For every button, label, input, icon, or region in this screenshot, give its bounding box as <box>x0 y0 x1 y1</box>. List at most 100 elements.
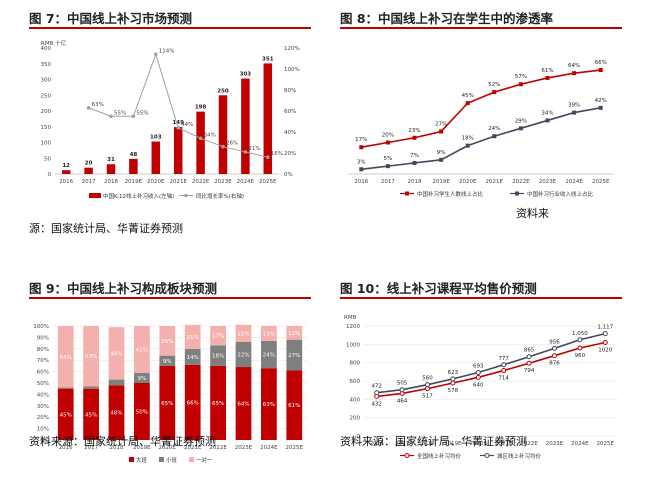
bar-value-label: 303 <box>240 72 252 78</box>
x-tick-label: 2016 <box>59 445 73 451</box>
series-marker <box>412 135 417 140</box>
growth-label: 114% <box>159 48 175 54</box>
bar <box>106 164 116 174</box>
stacked-bar-segment <box>159 365 176 440</box>
stacked-bar-segment <box>210 345 226 366</box>
growth-label: 26% <box>226 141 238 147</box>
series-marker <box>518 126 523 131</box>
series-value-label: 1,050 <box>572 331 588 337</box>
y2-tick-label: 120% <box>284 46 300 52</box>
growth-point <box>176 126 180 130</box>
series-marker <box>425 386 430 392</box>
bar <box>173 127 183 174</box>
y-tick-label: 600 <box>350 379 361 385</box>
series-value-label: 876 <box>549 361 560 367</box>
segment-value-label: 66% <box>187 400 199 406</box>
series-marker <box>501 368 507 374</box>
stacked-bar-segment <box>261 326 277 341</box>
y-tick-label: 1000 <box>346 342 360 348</box>
segment-value-label: 14% <box>187 355 199 361</box>
y-tick-label: 800 <box>350 361 361 367</box>
x-tick-label: 2023E <box>214 179 232 185</box>
segment-value-label: 13% <box>263 331 275 337</box>
series-value-label: 517 <box>422 394 433 400</box>
series-marker <box>598 105 603 110</box>
series-marker <box>359 145 364 150</box>
x-tick-label: 2021E <box>184 445 202 451</box>
stacked-bar-segment <box>210 365 226 440</box>
x-tick-label: 2019E <box>125 179 143 185</box>
bar-value-label: 149 <box>172 120 184 126</box>
series-marker <box>602 340 608 345</box>
legend-swatch-marker <box>184 193 188 198</box>
stacked-bar-segment <box>261 368 277 440</box>
series-value-label: 66% <box>595 60 607 66</box>
y2-tick-label: 60% <box>284 109 296 115</box>
y-tick-label: 50% <box>37 381 49 387</box>
x-tick-label: 2016 <box>370 441 384 447</box>
stacked-bar-segment <box>57 387 74 389</box>
segment-value-label: 46% <box>110 351 122 357</box>
series-value-label: 45% <box>462 93 474 99</box>
x-tick-label: 2023E <box>235 445 253 451</box>
segment-value-label: 24% <box>263 353 275 359</box>
figure-7-chart: RMB 十亿 0 50 100 150 200 250 300 350 400 0% 20% 40% 60… <box>41 39 300 200</box>
y-tick-label: 10% <box>37 427 49 433</box>
bar-value-label: 103 <box>150 135 162 141</box>
series-value-label: 714 <box>498 376 509 382</box>
segment-value-label: 65% <box>161 401 173 407</box>
figure-7-panel: 图 7：中国线上补习市场预测 RMB 十亿 0 50 100 150 200 250 300 3… <box>29 8 311 238</box>
figure-8-chart: 2016 2017 2018 2019E 2020E 2021E 2022E 2023E 202… <box>348 60 614 198</box>
series-value-label: 64% <box>568 63 580 69</box>
y-tick-label: 300 <box>41 78 52 84</box>
series-value-label: 3% <box>357 159 366 165</box>
segment-value-label: 48% <box>110 411 122 417</box>
growth-label: 34% <box>204 132 216 138</box>
bar <box>263 63 273 174</box>
y-tick-label: 100 <box>41 141 52 147</box>
stacked-bar-segment <box>134 383 150 440</box>
series-marker <box>526 354 532 360</box>
bar <box>61 170 71 174</box>
bar-value-label: 351 <box>262 56 274 62</box>
y-tick-label: 30% <box>37 404 49 410</box>
y-tick-label: 70% <box>37 358 49 364</box>
y-tick-label: 100% <box>33 324 49 330</box>
figure-8-title-rule <box>340 27 622 29</box>
x-tick-label: 2025E <box>259 179 277 185</box>
legend-swatch-marker <box>484 453 490 458</box>
y-tick-label: 60% <box>37 370 49 376</box>
series-value-label: 432 <box>371 401 382 407</box>
series-marker <box>577 337 583 343</box>
x-tick-label: 2024E <box>260 445 278 451</box>
growth-point <box>221 144 225 149</box>
series-marker <box>465 143 470 148</box>
x-tick-label: 2025E <box>597 441 615 447</box>
y-axis-unit: RMB 十亿 <box>41 39 67 47</box>
y-tick-label: 20% <box>37 415 49 421</box>
stacked-bar-segment <box>261 340 277 369</box>
stacked-bar-segment <box>184 348 201 365</box>
stacked-bar-segment <box>235 324 252 342</box>
series-marker <box>501 362 507 368</box>
segment-value-label: 64% <box>237 402 249 408</box>
legend-label: 大班 <box>136 456 148 464</box>
x-tick-label: 2017 <box>381 179 395 185</box>
stacked-bar-segment <box>235 367 252 440</box>
series-marker <box>545 118 550 123</box>
series-value-label: 24% <box>488 126 500 132</box>
series-value-label: 23% <box>408 128 420 134</box>
series-value-label: 693 <box>473 363 484 369</box>
segment-value-label: 12% <box>288 331 300 337</box>
figure-10-title-rule <box>340 297 622 299</box>
y2-tick-label: 20% <box>284 151 296 157</box>
series-marker <box>545 75 550 80</box>
series-marker <box>572 110 577 115</box>
y-tick-label: 350 <box>41 62 52 68</box>
legend-label: 中国补习学生人数线上占比 <box>417 190 484 198</box>
x-tick-label: 2018 <box>408 179 422 185</box>
bar-value-label: 250 <box>217 88 229 94</box>
x-tick-label: 2022E <box>512 179 530 185</box>
legend-swatch <box>159 457 164 462</box>
stacked-bar-segment <box>108 327 125 380</box>
